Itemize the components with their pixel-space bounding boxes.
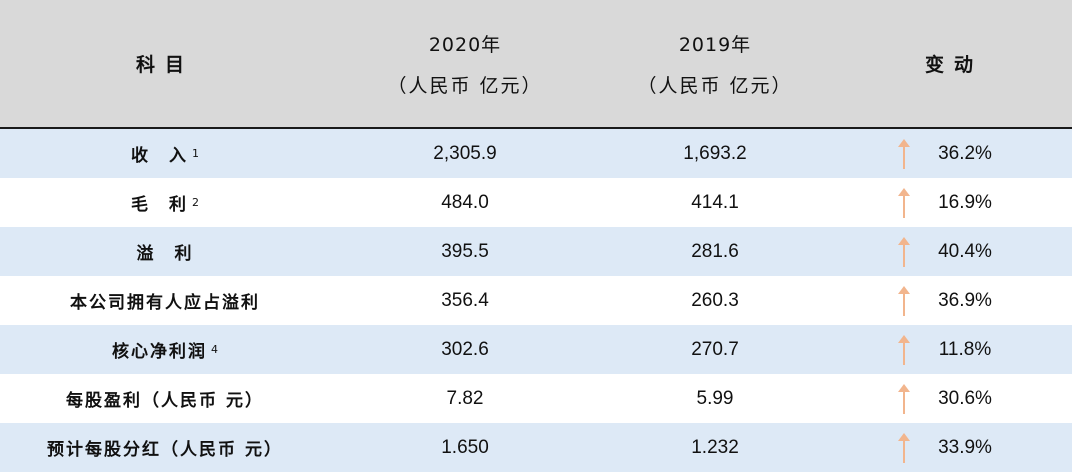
row-label-text: 溢 利 <box>136 244 194 264</box>
value-2020: 1.650 <box>441 436 489 458</box>
value-2020: 2,305.9 <box>433 142 497 164</box>
change-percent: 36.9% <box>938 289 992 311</box>
row-label-text: 收 入 <box>131 146 188 166</box>
value-2020: 302.6 <box>441 338 489 360</box>
row-label: 每股盈利（人民币 元） <box>0 374 330 423</box>
header-2020-unit: （人民币 亿元） <box>387 74 543 97</box>
header-2019-unit: （人民币 亿元） <box>637 74 793 97</box>
up-arrow-icon <box>898 383 910 414</box>
value-2019: 1,693.2 <box>683 142 747 164</box>
value-2019: 281.6 <box>691 240 739 262</box>
row-label: 本公司拥有人应占溢利 <box>0 276 330 325</box>
trend-cell <box>893 374 915 423</box>
value-2019: 260.3 <box>691 289 739 311</box>
value-2019: 1.232 <box>691 436 739 458</box>
header-change-label: 变动 <box>924 54 983 76</box>
trend-cell <box>893 423 915 472</box>
header-subject-label: 科目 <box>135 54 194 76</box>
footnote-marker: 1 <box>192 147 199 160</box>
trend-cell <box>893 178 915 227</box>
table-row: 本公司拥有人应占溢利 356.4 260.3 36.9% <box>0 276 1072 325</box>
value-2020: 484.0 <box>441 191 489 213</box>
row-label: 溢 利 <box>0 227 330 276</box>
change-percent: 16.9% <box>938 191 992 213</box>
footnote-marker: 2 <box>192 196 199 209</box>
row-label-text: 毛 利 <box>131 195 188 215</box>
value-2019: 270.7 <box>691 338 739 360</box>
change-percent: 33.9% <box>938 436 992 458</box>
up-arrow-icon <box>898 236 910 267</box>
up-arrow-icon <box>898 285 910 316</box>
table-row: 每股盈利（人民币 元） 7.82 5.99 30.6% <box>0 374 1072 423</box>
row-label: 预计每股分红（人民币 元） <box>0 423 330 472</box>
row-label-text: 每股盈利（人民币 元） <box>66 391 264 411</box>
value-2020: 7.82 <box>446 387 484 409</box>
row-label: 核心净利润 4 <box>0 325 330 374</box>
header-2019: 2019年 （人民币 亿元） <box>590 0 840 127</box>
table-row: 收 入 1 2,305.9 1,693.2 36.2% <box>0 129 1072 178</box>
row-label-text: 核心净利润 <box>112 342 207 362</box>
table-row: 毛 利 2 484.0 414.1 16.9% <box>0 178 1072 227</box>
value-2019: 414.1 <box>691 191 739 213</box>
change-percent: 40.4% <box>938 240 992 262</box>
value-2019: 5.99 <box>696 387 734 409</box>
change-percent: 30.6% <box>938 387 992 409</box>
table-row: 预计每股分红（人民币 元） 1.650 1.232 33.9% <box>0 423 1072 472</box>
up-arrow-icon <box>898 187 910 218</box>
table-header: 科目 2020年 （人民币 亿元） 2019年 （人民币 亿元） 变动 <box>0 0 1072 129</box>
header-2020: 2020年 （人民币 亿元） <box>340 0 590 127</box>
header-2019-year: 2019年 <box>678 33 752 56</box>
footnote-marker: 4 <box>211 343 218 356</box>
row-label: 收 入 1 <box>0 129 330 178</box>
up-arrow-icon <box>898 334 910 365</box>
trend-cell <box>893 325 915 374</box>
change-percent: 36.2% <box>938 142 992 164</box>
row-label-text: 本公司拥有人应占溢利 <box>70 293 260 313</box>
change-percent: 11.8% <box>938 338 992 360</box>
trend-cell <box>893 276 915 325</box>
table-row: 核心净利润 4 302.6 270.7 11.8% <box>0 325 1072 374</box>
header-subject: 科目 <box>0 0 330 127</box>
row-label: 毛 利 2 <box>0 178 330 227</box>
header-2020-year: 2020年 <box>428 33 502 56</box>
up-arrow-icon <box>898 432 910 463</box>
header-change: 变动 <box>893 0 1015 127</box>
value-2020: 395.5 <box>441 240 489 262</box>
up-arrow-icon <box>898 138 910 169</box>
row-label-text: 预计每股分红（人民币 元） <box>47 440 283 460</box>
trend-cell <box>893 227 915 276</box>
trend-cell <box>893 129 915 178</box>
value-2020: 356.4 <box>441 289 489 311</box>
table-row: 溢 利 395.5 281.6 40.4% <box>0 227 1072 276</box>
